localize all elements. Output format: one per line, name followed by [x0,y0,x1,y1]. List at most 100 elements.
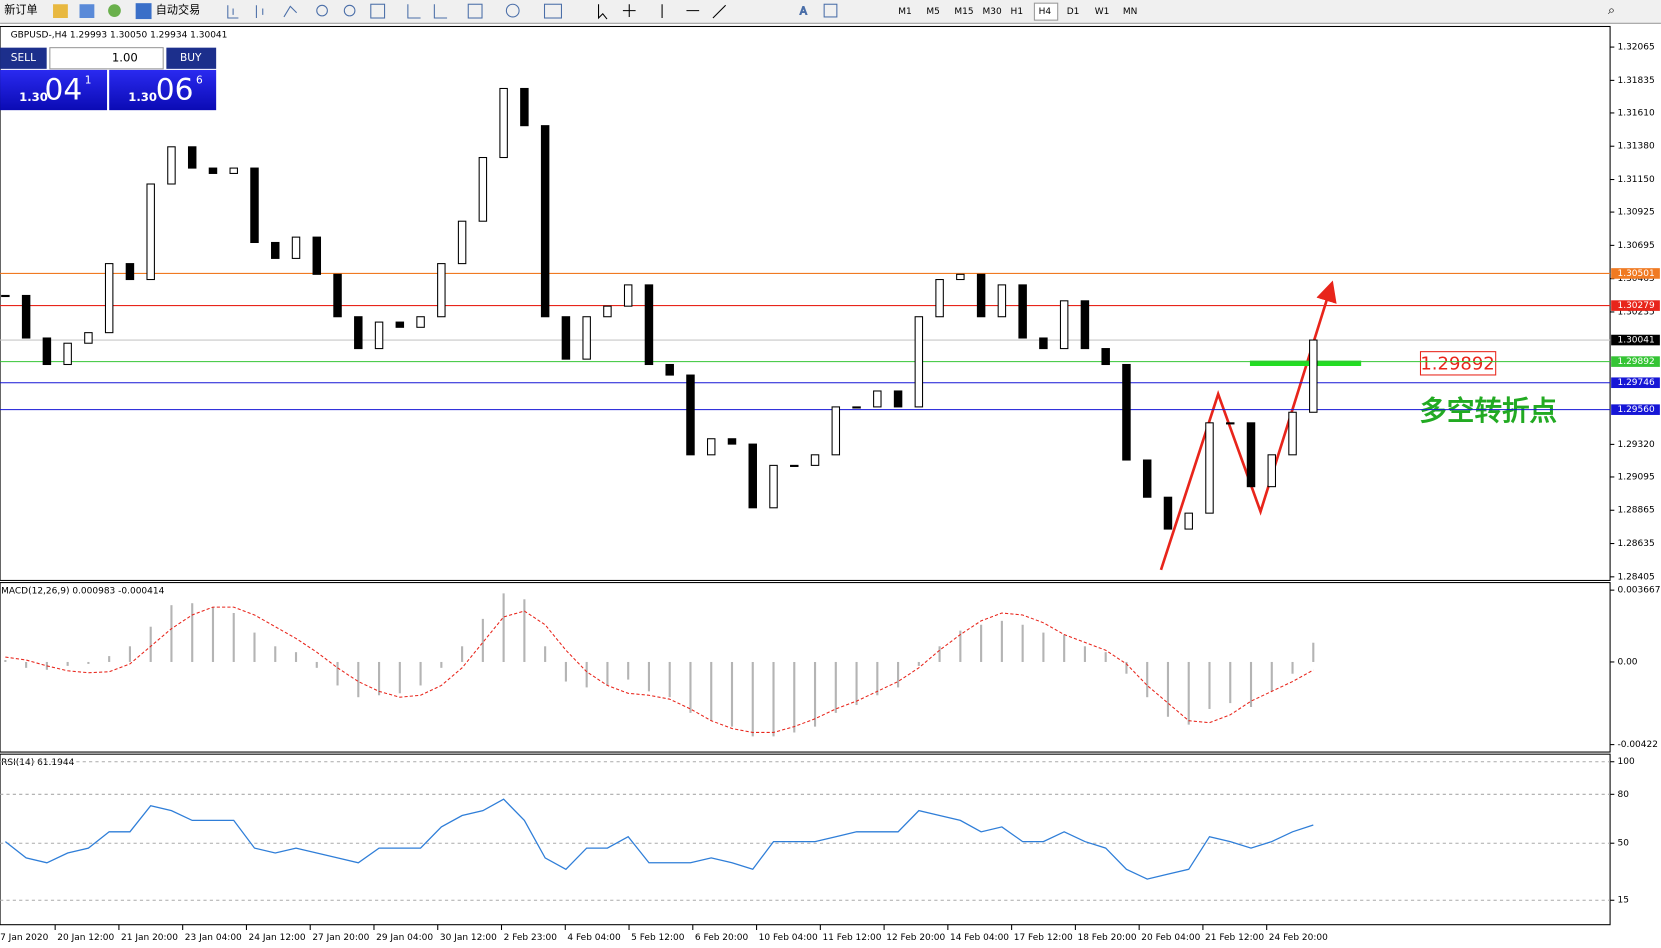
x-tick-label: 7 Jan 2020 [0,933,48,943]
candle [1226,422,1235,425]
zigzag-arrow [1159,280,1337,571]
candle [1267,454,1277,488]
icon[interactable] [108,4,121,17]
turning-point-label: 多空转折点 [1419,395,1557,427]
x-tick-label: 24 Jan 12:00 [249,933,306,943]
x-tick-label: 18 Feb 20:00 [1078,933,1137,943]
y-tick-label: 1.32065 [1617,43,1654,53]
sell-price-big: 1.30 [19,90,48,104]
candle [1142,459,1152,498]
price-label-bg [1611,268,1660,279]
candle [520,87,529,127]
candle [727,438,737,445]
candle [1309,339,1318,413]
icon[interactable] [79,4,95,19]
timeframe-button[interactable]: M5 [926,7,940,17]
chart-title: GBPUSD-,H4 1.29993 1.30050 1.29934 1.300… [11,30,228,40]
timeframe-bar: M1 M5 M15 M30 H1 H4 D1 W1 MN [898,2,1138,21]
price-label: 1.30501 [1617,269,1654,279]
candle [935,279,944,318]
candle [748,443,757,509]
x-tick-label: 6 Feb 20:00 [695,933,749,943]
candle [1184,512,1193,530]
candle [769,464,778,509]
x-tick-label: 21 Feb 12:00 [1205,933,1264,943]
timeframe-button[interactable]: H4 [1039,7,1052,17]
signal-line [5,606,1314,733]
timeframe-button[interactable]: MN [1123,7,1138,17]
sell-button[interactable] [0,47,47,69]
y-tick-label: 0.003667 [1617,586,1660,596]
candle [831,406,841,456]
candle [395,321,405,328]
timeframe-button[interactable]: M30 [982,7,1001,17]
candle [1246,422,1256,488]
y-tick-label: 1.30235 [1617,307,1654,317]
y-tick-label: 1.31835 [1617,76,1654,86]
buy-price-pips: 06 [156,72,194,107]
icon[interactable] [135,3,152,20]
candle [271,241,280,259]
sell-price[interactable] [0,69,108,111]
candle [1080,300,1090,350]
candle [499,87,508,159]
price-label-bg [1611,300,1660,311]
lot-value[interactable]: 1.00 [112,51,138,65]
lot-input[interactable] [49,47,164,70]
one-click-trading: SELL 1.00 BUY 1.30 04 1 1.30 06 6 [0,47,217,111]
candle [374,321,384,350]
x-tick-label: 4 Feb 04:00 [567,933,621,943]
toolbar-icons: A [227,3,838,20]
icon[interactable] [53,4,68,19]
candle [416,316,425,328]
auto-trade-button[interactable]: 自动交易 [156,3,200,17]
price-label: 1.30279 [1617,301,1654,311]
candle [810,454,820,466]
timeframe-button[interactable]: D1 [1067,7,1080,17]
price-annotation: 1.29892 [1420,353,1494,374]
candle [84,332,93,344]
timeframe-button[interactable]: W1 [1095,7,1110,17]
x-tick-label: 20 Jan 12:00 [57,933,114,943]
candle [665,363,674,376]
y-tick-label: 1.30695 [1617,241,1654,251]
candle [457,220,467,265]
x-tick-label: 2 Feb 23:00 [504,933,558,943]
timeframe-button[interactable]: M15 [954,7,973,17]
x-tick-label: 21 Jan 20:00 [121,933,178,943]
search-icon[interactable]: ⌕ [1608,2,1615,17]
candle [623,284,633,307]
candle [187,146,197,169]
timeframe-button[interactable]: H1 [1011,7,1024,17]
candle [312,236,322,275]
rsi-pane [0,753,1611,926]
x-tick-label: 11 Feb 12:00 [822,933,881,943]
buy-button[interactable] [166,47,217,69]
timeframe-active [1033,2,1059,21]
x-tick-label: 27 Jan 20:00 [312,933,369,943]
y-tick-label: 50 [1617,839,1629,849]
y-tick-label: 15 [1617,896,1628,906]
timeframe-button[interactable]: M1 [898,7,912,17]
x-tick-label: 17 Feb 12:00 [1014,933,1073,943]
y-tick-label: 1.28865 [1617,506,1654,516]
buy-price[interactable] [109,69,217,111]
candle [706,438,716,456]
candle [976,273,986,318]
candle [1163,496,1173,530]
candle [686,374,695,456]
new-order-button[interactable]: 新订单 [4,3,37,17]
candle [1122,363,1131,461]
candle [1205,422,1214,514]
price-label: 1.29892 [1617,357,1654,367]
candle [146,183,155,281]
candle [561,316,571,360]
sell-label[interactable]: SELL [11,52,36,64]
buy-price-big: 1.30 [128,90,157,104]
candle [1018,284,1027,339]
candle [125,263,135,281]
macd-pane [0,582,1611,753]
buy-label[interactable]: BUY [180,52,202,64]
